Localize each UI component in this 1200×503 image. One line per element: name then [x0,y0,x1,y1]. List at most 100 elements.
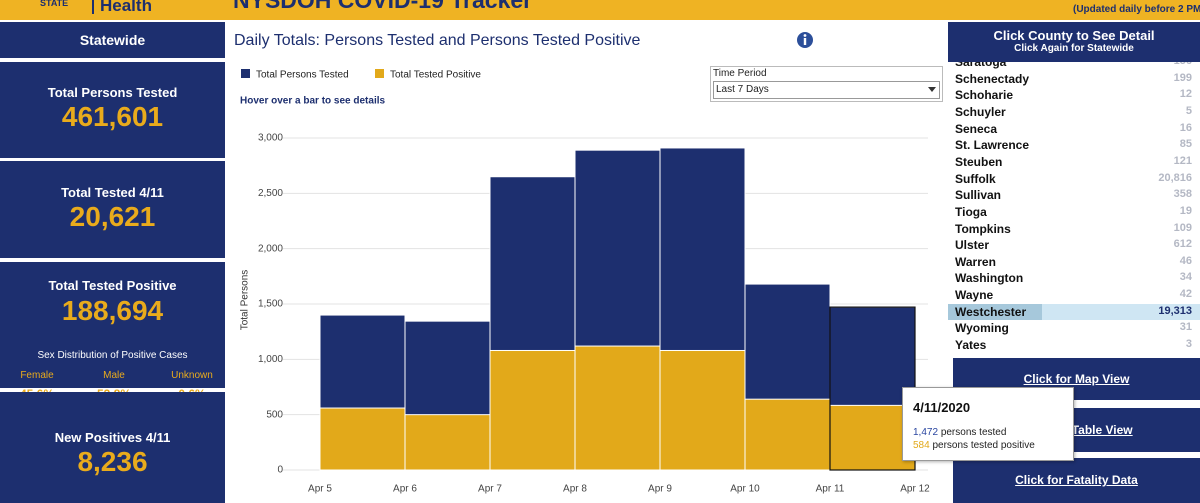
county-row[interactable]: Washington 34 [948,270,1200,287]
stat-value: 188,694 [61,295,164,326]
county-name[interactable]: Warren [955,254,996,269]
county-value[interactable]: 156 [1174,62,1192,67]
county-row[interactable]: Suffolk 20,816 [948,171,1200,188]
tooltip-positive-text: persons tested positive [932,440,1035,451]
county-value[interactable]: 358 [1173,188,1192,201]
county-name[interactable]: Sullivan [955,188,1002,203]
county-row[interactable]: Schenectady 199 [948,71,1200,88]
info-icon[interactable] [797,32,813,48]
county-row[interactable]: Ulster 612 [948,237,1200,254]
county-row[interactable]: Westchester 19,313 [948,303,1200,321]
county-value[interactable]: 612 [1173,238,1192,251]
logo: STATE Health [0,0,160,16]
bar-positive [744,398,831,471]
sex-label: Unknown [171,370,213,381]
county-name[interactable]: Steuben [955,154,1003,169]
x-tick-label: Apr 9 [648,484,672,495]
fatality-button[interactable]: Click for Fatality Data [953,458,1200,503]
county-name[interactable]: St. Lawrence [955,138,1030,153]
county-header[interactable]: Click County to See Detail Click Again f… [948,22,1200,62]
county-name[interactable]: Suffolk [955,171,996,186]
county-name[interactable]: Tioga [955,204,987,219]
county-value[interactable]: 31 [1179,321,1192,334]
info-dot[interactable] [803,34,807,37]
county-name[interactable]: Wayne [955,288,994,303]
info-bar[interactable] [803,38,807,45]
county-name[interactable]: Saratoga [955,62,1007,69]
county-name[interactable]: Schoharie [955,88,1014,103]
county-value[interactable]: 199 [1173,71,1192,84]
county-value[interactable]: 19,313 [1158,304,1192,317]
county-row[interactable]: Sullivan 358 [948,187,1200,204]
county-row[interactable]: Tioga 19 [948,204,1200,221]
county-value[interactable]: 109 [1173,221,1192,234]
header: STATE Health NYSDOH COVID-19 Tracker (Up… [0,0,1200,20]
time-period-select[interactable]: Last 7 Days [713,81,940,99]
county-row[interactable]: Warren 46 [948,254,1200,271]
tooltip-line: 1,472 persons tested [913,427,1006,438]
county-value[interactable]: 5 [1185,104,1192,117]
county-value[interactable]: 85 [1179,138,1192,151]
county-row[interactable]: Seneca 16 [948,121,1200,138]
county-name[interactable]: Tompkins [955,221,1011,236]
logo-state: STATE [40,0,69,8]
county-value[interactable]: 46 [1179,254,1192,267]
county-row[interactable]: St. Lawrence 85 [948,137,1200,154]
county-name[interactable]: Schenectady [955,71,1030,86]
x-tick-label: Apr 6 [393,484,417,495]
dropdown-arrow-shape[interactable] [928,87,936,92]
county-name[interactable]: Schuyler [955,104,1006,119]
x-tick-label: Apr 5 [308,484,332,495]
county-value[interactable]: 121 [1173,154,1192,167]
stat-label: New Positives 4/11 [54,430,171,445]
x-tick-label: Apr 8 [563,484,587,495]
y-tick-label: 0 [277,465,283,476]
y-tick-label: 500 [266,409,283,420]
county-value[interactable]: 42 [1179,288,1192,301]
dropdown-arrow[interactable] [928,87,936,93]
county-row-highlight[interactable] [948,303,1042,321]
county-row[interactable]: Yates 3 [948,337,1200,354]
statewide-box: Statewide [0,22,225,58]
stat-box: Total Persons Tested 461,601 [0,62,225,158]
county-name[interactable]: Ulster [955,238,990,253]
stat-label: Total Persons Tested [47,85,178,100]
updated-note: (Updated daily before 2 PM) [1073,4,1200,15]
legend-label: Total Tested Positive [390,70,481,81]
y-tick-label: 2,500 [258,188,283,199]
sex-items: Female Male Unknown 45.6% 53.8% 0.6% [0,370,225,401]
county-row[interactable]: Tompkins 109 [948,221,1200,238]
stat-value: 461,601 [61,101,164,132]
county-value[interactable]: 20,816 [1158,171,1192,184]
county-row[interactable]: Wayne 42 [948,287,1200,304]
chart-title: Daily Totals: Persons Tested and Persons… [234,32,641,49]
legend-swatch [375,69,384,78]
county-name[interactable]: Wyoming [955,321,1009,336]
county-header-subtitle[interactable]: Click Again for Statewide [1014,43,1134,54]
time-period-value[interactable]: Last 7 Days [716,84,769,95]
county-value[interactable]: 12 [1179,88,1192,101]
county-name[interactable]: Seneca [955,121,998,136]
county-row[interactable]: Schuyler 5 [948,104,1200,121]
chart-hint: Hover over a bar to see details [240,96,386,107]
county-row[interactable]: Wyoming 31 [948,320,1200,337]
bar-positive [404,414,491,471]
county-value[interactable]: 34 [1179,271,1192,284]
county-row[interactable]: Schoharie 12 [948,87,1200,104]
legend-swatch [241,69,250,78]
county-value[interactable]: 3 [1185,338,1192,351]
county-name[interactable]: Yates [955,338,987,353]
county-row[interactable]: Steuben 121 [948,154,1200,171]
y-tick-label: 1,500 [258,299,283,310]
tooltip-tested-text: persons tested [940,427,1007,438]
stat-box: Total Tested 4/11 20,621 [0,161,225,258]
county-row[interactable]: Saratoga 156 [948,62,1200,71]
county-value[interactable]: 16 [1179,121,1192,134]
county-value[interactable]: 19 [1179,204,1192,217]
app-title: NYSDOH COVID-19 Tracker [233,0,533,13]
bar-positive [319,407,406,471]
county-name[interactable]: Washington [955,271,1024,286]
county-name[interactable]: Westchester [955,304,1027,319]
x-tick-label: Apr 11 [816,484,845,495]
county-header-title[interactable]: Click County to See Detail [993,28,1155,43]
